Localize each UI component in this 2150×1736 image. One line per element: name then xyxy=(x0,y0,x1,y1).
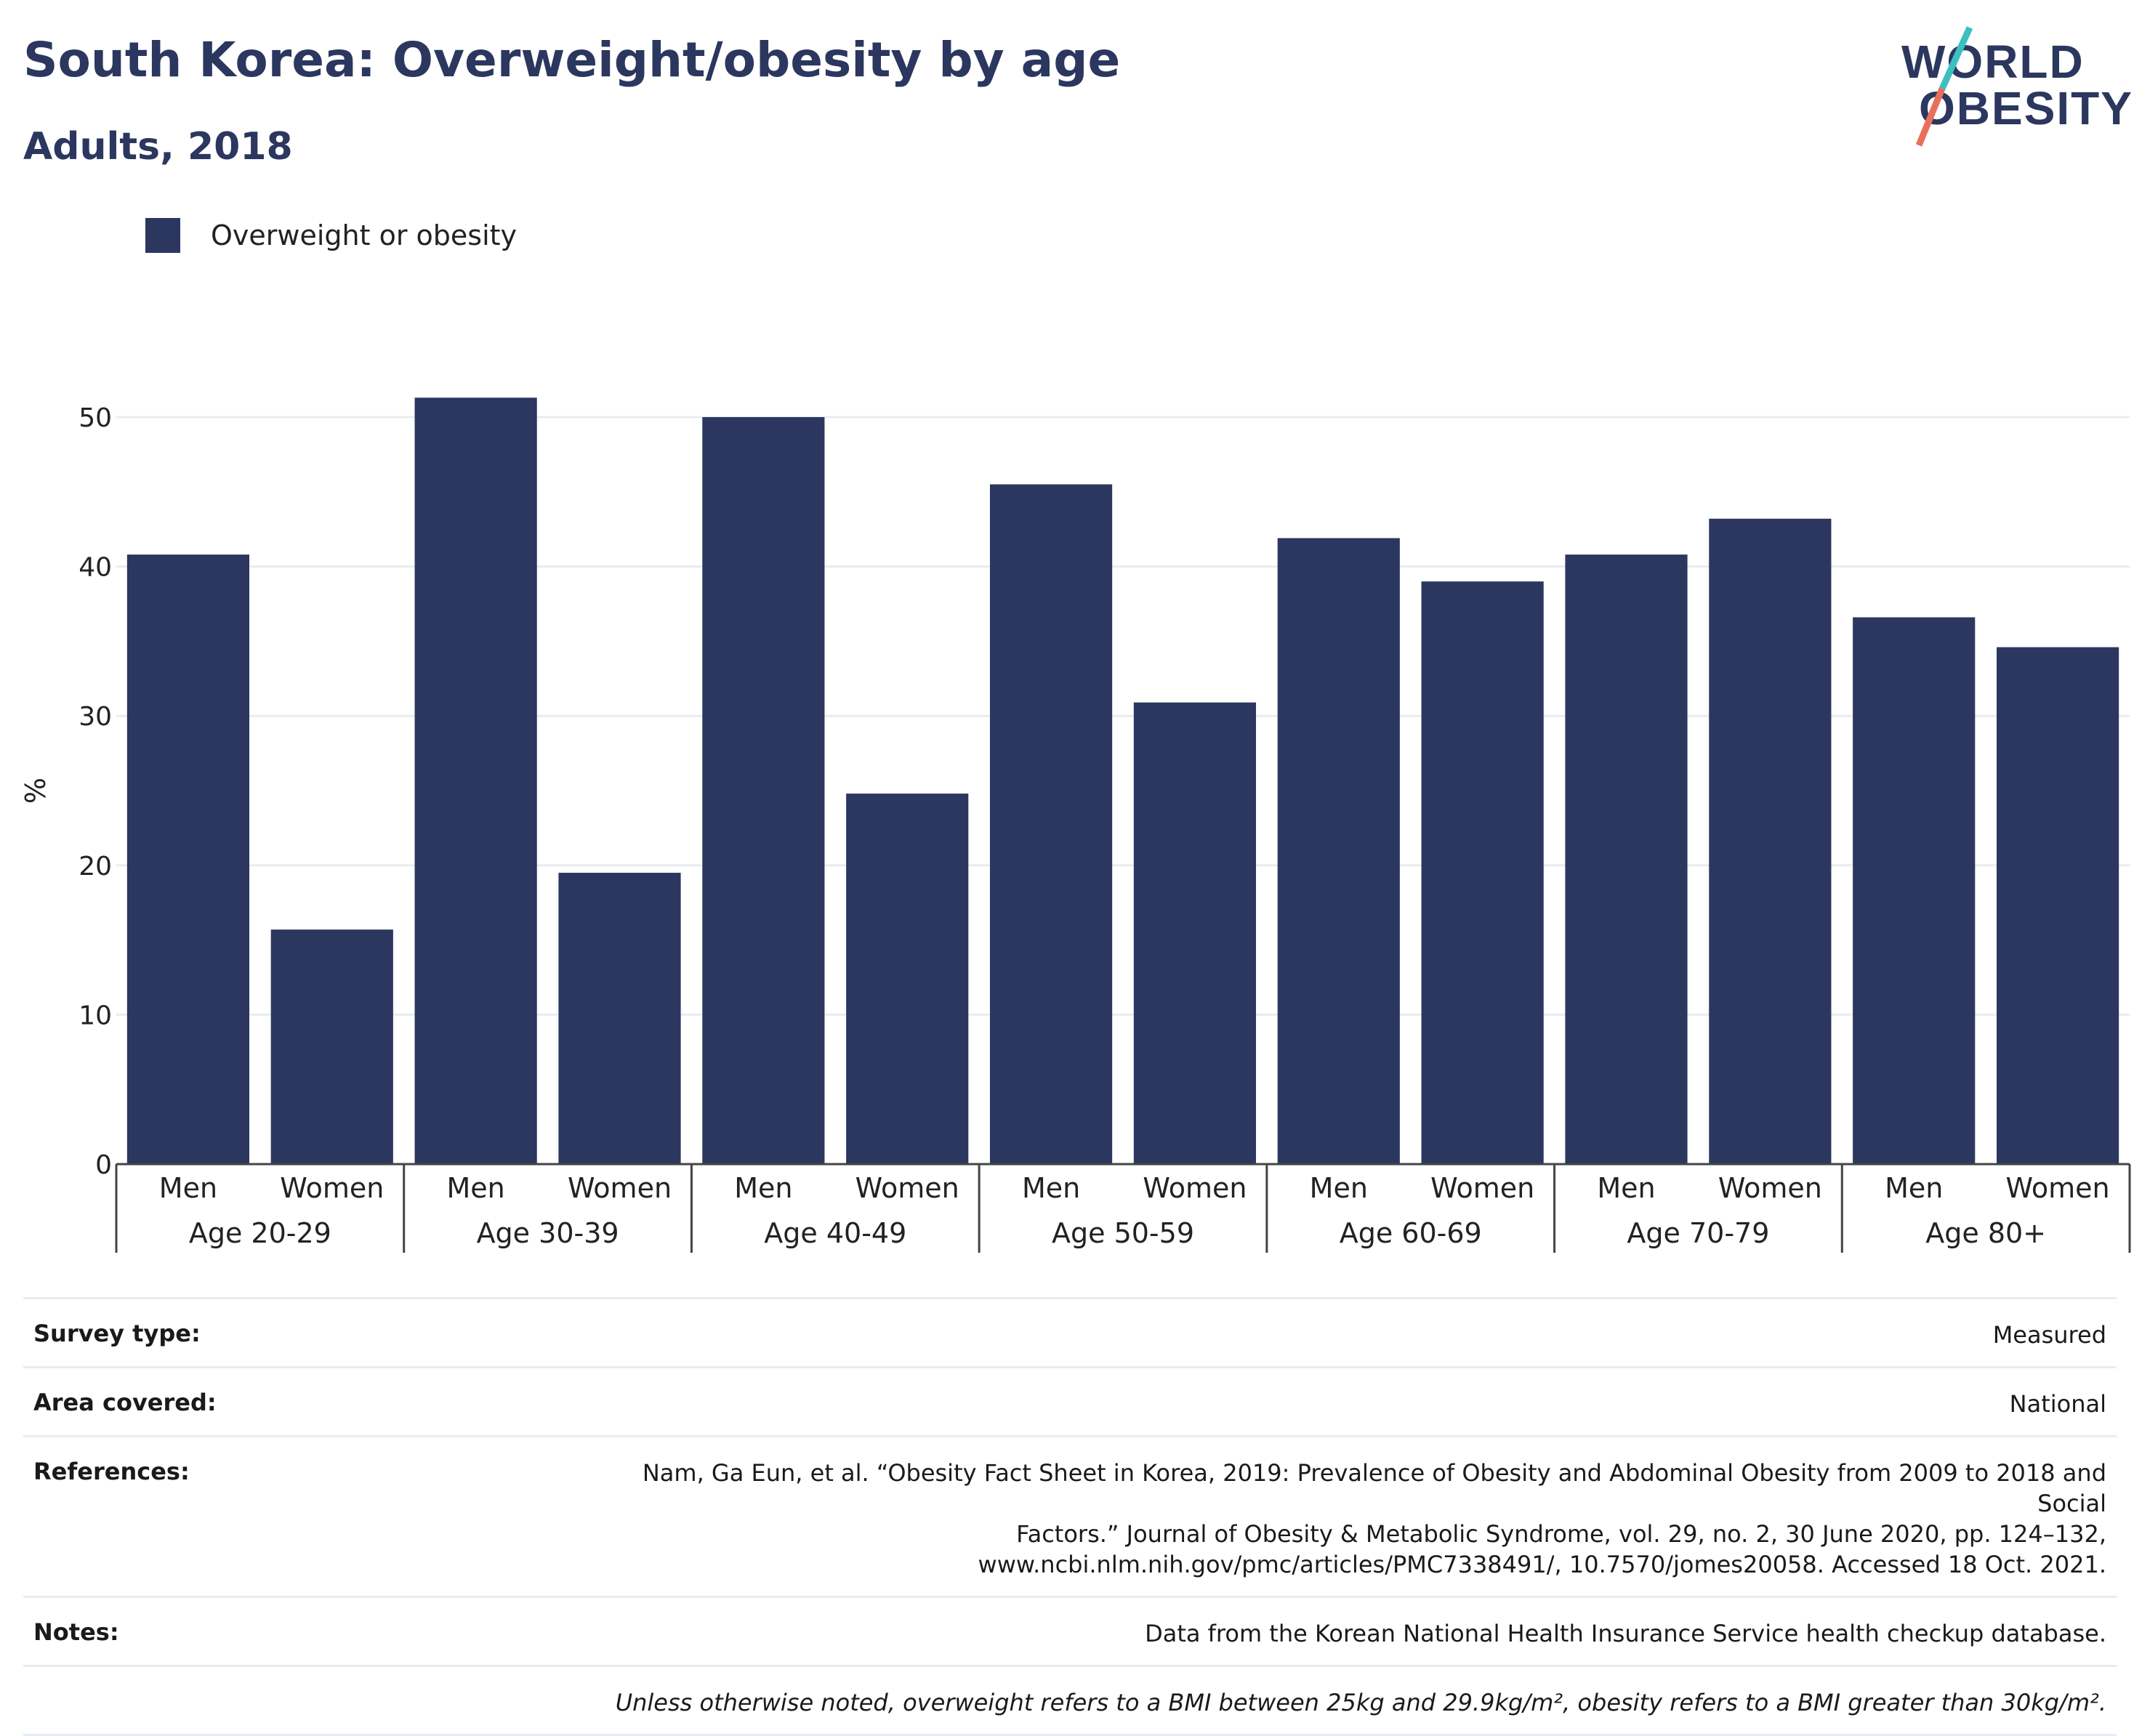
legend-swatch xyxy=(145,218,180,253)
bar xyxy=(1133,702,1257,1164)
x-group-label: Age 70-79 xyxy=(1627,1217,1769,1249)
details-row-survey-type: Survey type: Measured xyxy=(23,1297,2117,1368)
x-subcategory-label: Men xyxy=(734,1172,792,1204)
x-subcategory-label: Women xyxy=(2006,1172,2110,1204)
x-subcategory-label: Men xyxy=(1310,1172,1368,1204)
bar-chart: 0 10 20 30 40 50% Men Women Age 20-29 Men Women Age… xyxy=(20,397,2131,1253)
bmi-footnote: Unless otherwise noted, overweight refer… xyxy=(615,1689,2106,1716)
y-axis-label: % xyxy=(20,778,52,804)
logo-word-obesity: OBESITY xyxy=(1919,82,2133,134)
bar xyxy=(414,397,537,1164)
x-subcategory-label: Men xyxy=(447,1172,505,1204)
y-tick-label: 40 xyxy=(78,553,112,583)
notes-value: Data from the Korean National Health Ins… xyxy=(1145,1620,2106,1647)
x-group-label: Age 40-49 xyxy=(764,1217,906,1249)
x-subcategory-label: Women xyxy=(568,1172,672,1204)
bar xyxy=(1565,554,1688,1164)
details-row-notes: Notes: Data from the Korean National Hea… xyxy=(23,1598,2117,1667)
bar xyxy=(126,554,250,1164)
bar xyxy=(1277,538,1400,1164)
y-tick-label: 0 xyxy=(95,1150,112,1180)
x-group-label: Age 60-69 xyxy=(1340,1217,1482,1249)
x-subcategory-label: Men xyxy=(1597,1172,1655,1204)
x-subcategory-label: Women xyxy=(855,1172,959,1204)
y-tick-label: 30 xyxy=(78,702,112,732)
x-subcategory-label: Women xyxy=(1718,1172,1822,1204)
details-table: Survey type: Measured Area covered: Nati… xyxy=(23,1297,2117,1736)
notes-label: Notes: xyxy=(33,1618,119,1646)
chart-title: South Korea: Overweight/obesity by age xyxy=(23,32,1121,88)
area-covered-label: Area covered: xyxy=(33,1389,217,1416)
chart-subtitle: Adults, 2018 xyxy=(23,125,293,169)
details-row-footnote: Unless otherwise noted, overweight refer… xyxy=(23,1667,2117,1736)
bar xyxy=(1709,518,1832,1164)
survey-type-value: Measured xyxy=(1992,1321,2106,1349)
x-subcategory-label: Men xyxy=(1885,1172,1943,1204)
x-group-label: Age 80+ xyxy=(1925,1217,2046,1249)
bar xyxy=(1853,617,1976,1164)
x-subcategory-label: Women xyxy=(280,1172,384,1204)
x-group-label: Age 20-29 xyxy=(189,1217,331,1249)
bar xyxy=(1996,647,2119,1164)
logo-slash-icon xyxy=(1915,26,1973,147)
survey-type-label: Survey type: xyxy=(33,1320,201,1347)
bar xyxy=(1421,581,1544,1164)
bar xyxy=(558,873,681,1164)
references-value: Nam, Ga Eun, et al. “Obesity Fact Sheet … xyxy=(642,1459,2106,1578)
legend-label: Overweight or obesity xyxy=(211,219,518,251)
details-row-area-covered: Area covered: National xyxy=(23,1368,2117,1437)
bar xyxy=(846,794,969,1164)
references-label: References: xyxy=(33,1458,190,1485)
x-subcategory-label: Women xyxy=(1143,1172,1247,1204)
y-tick-label: 50 xyxy=(78,403,112,433)
bar xyxy=(270,929,393,1164)
x-group-label: Age 50-59 xyxy=(1052,1217,1194,1249)
chart-legend: Overweight or obesity xyxy=(145,217,517,254)
details-row-references: References: Nam, Ga Eun, et al. “Obesity… xyxy=(23,1437,2117,1598)
x-subcategory-label: Women xyxy=(1430,1172,1534,1204)
bar xyxy=(702,417,825,1164)
world-obesity-logo: WORLD OBESITY xyxy=(1890,22,2133,153)
x-subcategory-label: Men xyxy=(159,1172,217,1204)
x-group-label: Age 30-39 xyxy=(477,1217,619,1249)
logo-word-world: WORLD xyxy=(1901,36,2085,88)
x-subcategory-label: Men xyxy=(1022,1172,1080,1204)
y-tick-label: 10 xyxy=(78,1001,112,1030)
y-tick-label: 20 xyxy=(78,852,112,881)
area-covered-value: National xyxy=(2009,1390,2106,1418)
bar xyxy=(989,484,1113,1164)
